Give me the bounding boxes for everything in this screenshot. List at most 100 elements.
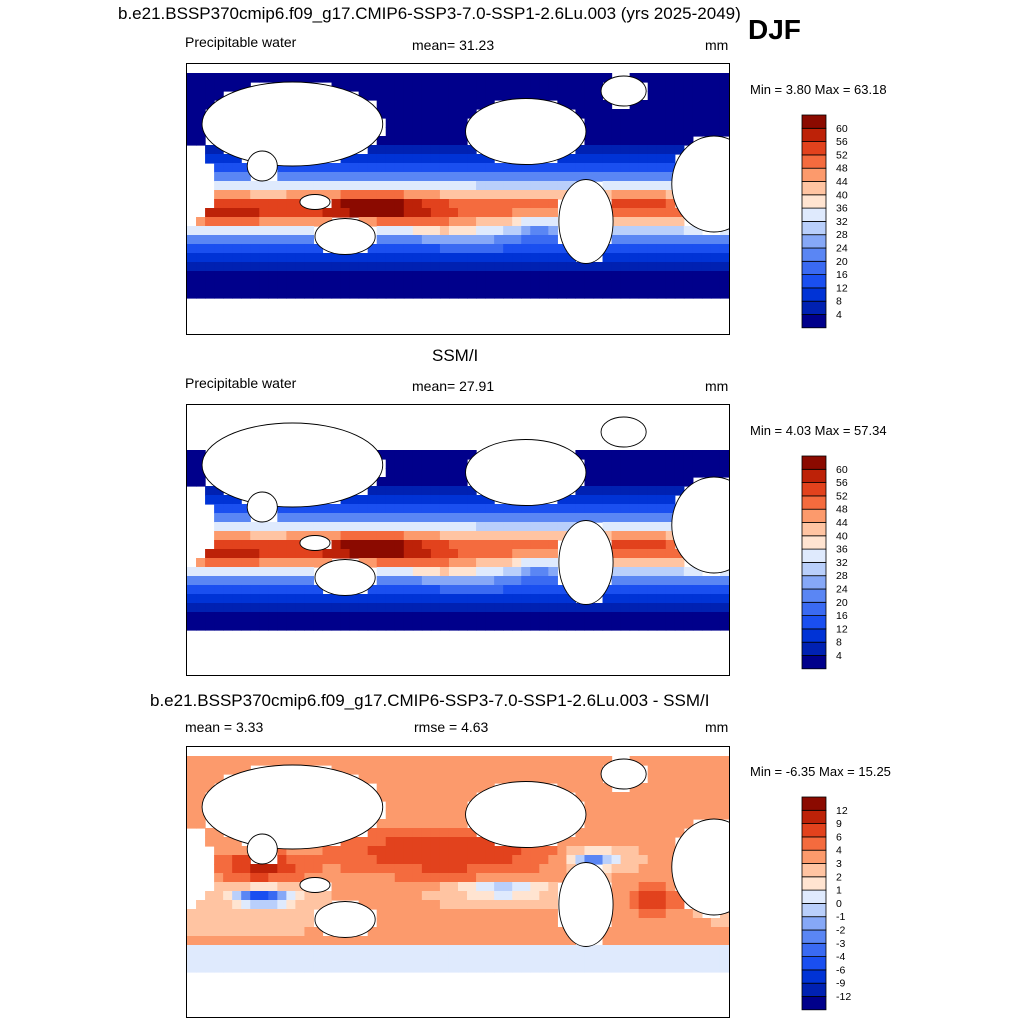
map-cell: [620, 253, 631, 263]
map-cell: [394, 100, 405, 110]
map-cell: [196, 280, 206, 290]
map-cell: [286, 226, 296, 236]
map-cell: [421, 208, 432, 218]
map-cell: [394, 181, 405, 191]
map-cell: [394, 909, 405, 919]
map-cell: [412, 783, 423, 793]
continent-outline: [600, 416, 647, 448]
map-cell: [394, 226, 405, 236]
map-cell: [430, 163, 441, 173]
map-cell: [340, 82, 351, 92]
map-cell: [611, 567, 622, 577]
map-cell: [539, 235, 549, 245]
map-cell: [584, 819, 595, 829]
map-cell: [710, 253, 721, 263]
map-cell: [304, 576, 315, 586]
map-cell: [403, 792, 414, 802]
map-cell: [412, 289, 423, 299]
map-cell: [539, 567, 549, 577]
map-cell: [674, 136, 685, 146]
map-cell: [448, 450, 459, 460]
map-cell: [385, 900, 396, 910]
map-cell: [241, 756, 251, 766]
map-cell: [214, 244, 224, 254]
map-cell: [557, 244, 567, 254]
map-cell: [448, 909, 459, 919]
map-cell: [250, 936, 260, 946]
map-cell: [250, 927, 260, 937]
map-cell: [403, 900, 414, 910]
colorbar-box: [801, 836, 827, 851]
map-cell: [313, 936, 324, 946]
continent-outline: [558, 520, 614, 605]
map-cell: [439, 792, 450, 802]
map-cell: [250, 208, 260, 218]
map-cell: [467, 522, 477, 532]
map-cell: [656, 145, 667, 155]
map-cell: [458, 100, 468, 110]
map-cell: [385, 774, 396, 784]
map-cell: [575, 495, 586, 505]
map-cell: [241, 73, 251, 83]
map-cell: [421, 136, 432, 146]
map-cell: [439, 810, 450, 820]
map-cell: [548, 522, 558, 532]
map-cell: [187, 936, 197, 946]
map-cell: [439, 945, 450, 955]
colorbar-tick-label: 36: [836, 544, 848, 556]
map-cell: [611, 819, 622, 829]
map-cell: [214, 190, 224, 200]
map-cell: [430, 549, 441, 559]
map-cell: [385, 253, 396, 263]
map-cell: [448, 127, 459, 137]
map-cell: [503, 900, 513, 910]
map-cell: [295, 756, 306, 766]
map-cell: [674, 468, 685, 478]
map-cell: [196, 271, 206, 281]
map-cell: [593, 118, 604, 128]
map-cell: [385, 765, 396, 775]
map-cell: [629, 504, 640, 514]
map-cell: [674, 594, 685, 604]
map-cell: [448, 289, 459, 299]
map-cell: [232, 864, 242, 874]
map-cell: [530, 253, 540, 263]
map-cell: [548, 765, 558, 775]
map-cell: [385, 927, 396, 937]
colorbar-box: [801, 167, 827, 182]
map-cell: [403, 73, 414, 83]
map-cell: [683, 468, 694, 478]
map-cell: [439, 828, 450, 838]
map-cell: [476, 280, 486, 290]
map-cell: [584, 289, 595, 299]
map-cell: [476, 855, 486, 865]
map-cell: [268, 621, 278, 631]
map-cell: [430, 810, 441, 820]
map-cell: [593, 109, 604, 119]
map-cell: [611, 882, 622, 892]
map-cell: [566, 621, 577, 631]
map-cell: [530, 612, 540, 622]
map-cell: [656, 927, 667, 937]
map-cell: [539, 756, 549, 766]
map-cell: [719, 91, 729, 101]
map-cell: [232, 558, 242, 568]
map-cell: [611, 127, 622, 137]
map-cell: [539, 181, 549, 191]
map-cell: [692, 603, 703, 613]
map-cell: [403, 504, 414, 514]
map-cell: [304, 163, 315, 173]
map-cell: [412, 217, 423, 227]
map-cell: [620, 145, 631, 155]
map-cell: [494, 900, 504, 910]
map-cell: [349, 522, 360, 532]
map-cell: [367, 621, 378, 631]
map-cell: [647, 828, 658, 838]
map-cell: [232, 909, 242, 919]
map-cell: [638, 459, 649, 469]
map-cell: [701, 82, 712, 92]
map-cell: [394, 864, 405, 874]
map-cell: [539, 190, 549, 200]
map-cell: [521, 289, 531, 299]
map-cell: [539, 280, 549, 290]
